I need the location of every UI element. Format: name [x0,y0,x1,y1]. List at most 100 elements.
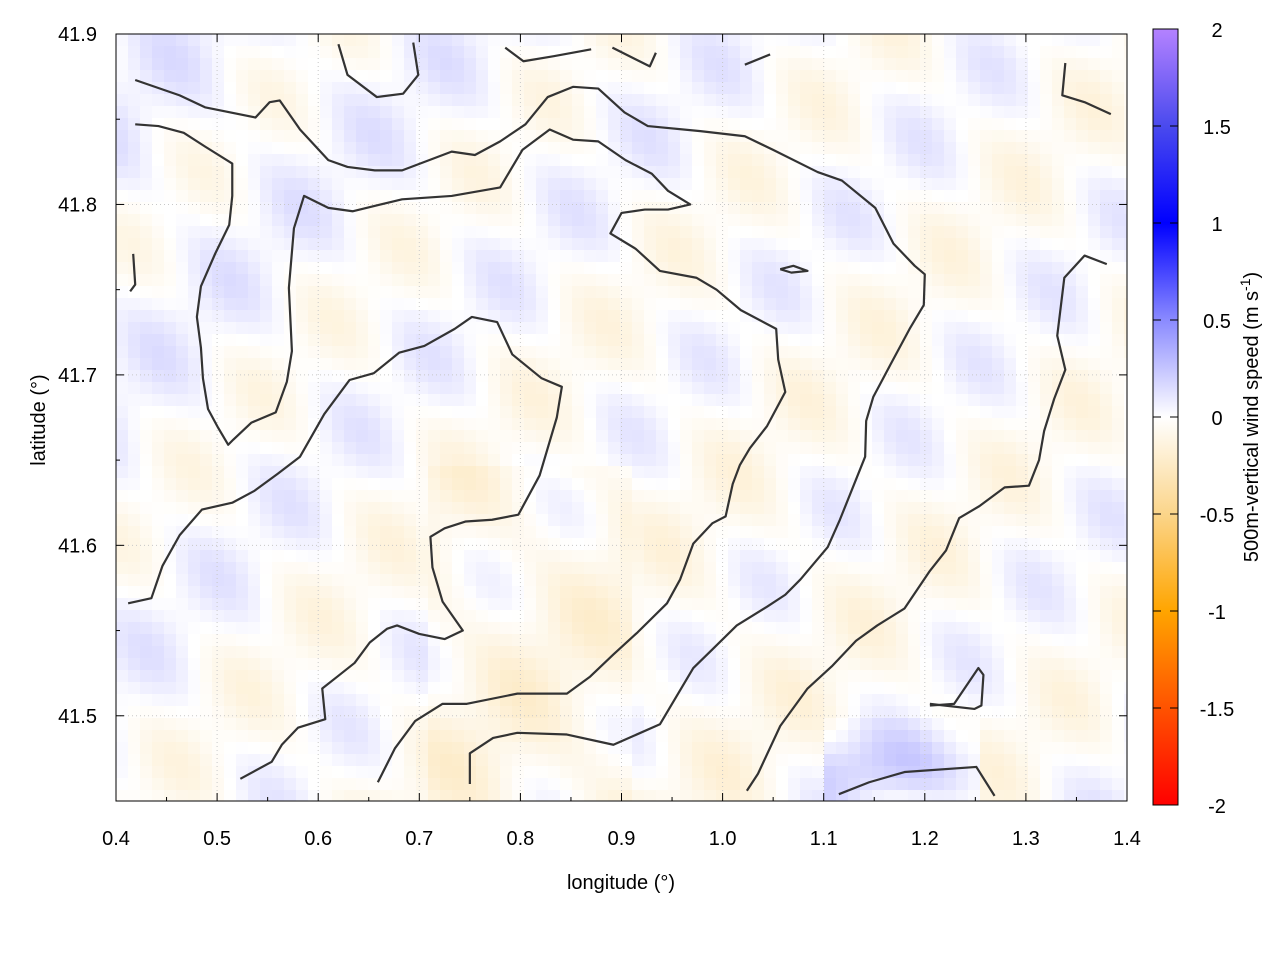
heatmap-cell [452,574,464,586]
heatmap-cell [356,514,368,526]
heatmap-cell [668,286,680,298]
heatmap-cell [188,298,200,310]
heatmap-cell [176,310,188,322]
heatmap-cell [452,670,464,682]
heatmap-cell [752,298,764,310]
heatmap-cell [812,538,824,550]
heatmap-cell [668,766,680,778]
heatmap-cell [620,406,632,418]
heatmap-cell [140,382,152,394]
heatmap-cell [764,658,776,670]
heatmap-cell [716,754,728,766]
heatmap-cell [128,550,140,562]
heatmap-cell [536,250,548,262]
heatmap-cell [260,178,272,190]
heatmap-cell [788,286,800,298]
heatmap-cell [716,682,728,694]
heatmap-cell [272,226,284,238]
heatmap-cell [812,682,824,694]
heatmap-cell [116,82,128,94]
heatmap-cell [656,370,668,382]
heatmap-cell [800,682,812,694]
heatmap-cell [152,694,164,706]
heatmap-cell [836,598,848,610]
heatmap-cell [968,562,980,574]
heatmap-cell [596,730,608,742]
heatmap-cell [884,130,896,142]
heatmap-cell [644,778,656,790]
heatmap-cell [956,322,968,334]
heatmap-cell [752,550,764,562]
heatmap-cell [740,466,752,478]
heatmap-cell [812,598,824,610]
heatmap-cell [500,202,512,214]
heatmap-cell [1016,418,1028,430]
heatmap-cell [776,82,788,94]
heatmap-cell [176,34,188,46]
heatmap-cell [488,598,500,610]
heatmap-cell [824,262,836,274]
heatmap-cell [176,514,188,526]
heatmap-cell [632,550,644,562]
heatmap-cell [824,190,836,202]
heatmap-cell [380,598,392,610]
heatmap-cell [548,466,560,478]
heatmap-cell [740,514,752,526]
heatmap-cell [932,466,944,478]
heatmap-cell [848,94,860,106]
heatmap-cell [320,154,332,166]
heatmap-cell [608,514,620,526]
heatmap-cell [800,694,812,706]
heatmap-cell [1040,322,1052,334]
heatmap-cell [656,742,668,754]
heatmap-cell [392,598,404,610]
heatmap-cell [344,118,356,130]
heatmap-cell [128,334,140,346]
heatmap-cell [116,478,128,490]
heatmap-cell [692,646,704,658]
heatmap-cell [848,238,860,250]
heatmap-cell [116,586,128,598]
heatmap-cell [128,358,140,370]
heatmap-cell [752,34,764,46]
heatmap-cell [476,550,488,562]
heatmap-cell [680,178,692,190]
heatmap-cell [1004,106,1016,118]
heatmap-cell [620,574,632,586]
heatmap-cell [464,406,476,418]
heatmap-cell [728,430,740,442]
heatmap-cell [860,478,872,490]
heatmap-cell [1016,202,1028,214]
heatmap-cell [464,646,476,658]
heatmap-cell [140,430,152,442]
heatmap-cell [416,118,428,130]
heatmap-cell [980,346,992,358]
heatmap-cell [764,178,776,190]
heatmap-cell [692,490,704,502]
heatmap-cell [536,706,548,718]
heatmap-cell [128,382,140,394]
heatmap-cell [332,442,344,454]
heatmap-cell [404,154,416,166]
heatmap-cell [200,190,212,202]
heatmap-cell [464,550,476,562]
heatmap-cell [860,538,872,550]
heatmap-cell [440,130,452,142]
heatmap-cell [944,670,956,682]
heatmap-cell [476,34,488,46]
heatmap-cell [860,466,872,478]
heatmap-cell [884,406,896,418]
heatmap-cell [152,550,164,562]
heatmap-cell [1004,358,1016,370]
heatmap-cell [548,166,560,178]
heatmap-cell [632,394,644,406]
heatmap-cell [440,790,452,801]
heatmap-cell [1016,106,1028,118]
heatmap-cell [404,694,416,706]
heatmap-cell [440,274,452,286]
heatmap-cell [824,418,836,430]
heatmap-cell [608,202,620,214]
heatmap-cell [284,490,296,502]
heatmap-cell [524,526,536,538]
heatmap-cell [572,598,584,610]
